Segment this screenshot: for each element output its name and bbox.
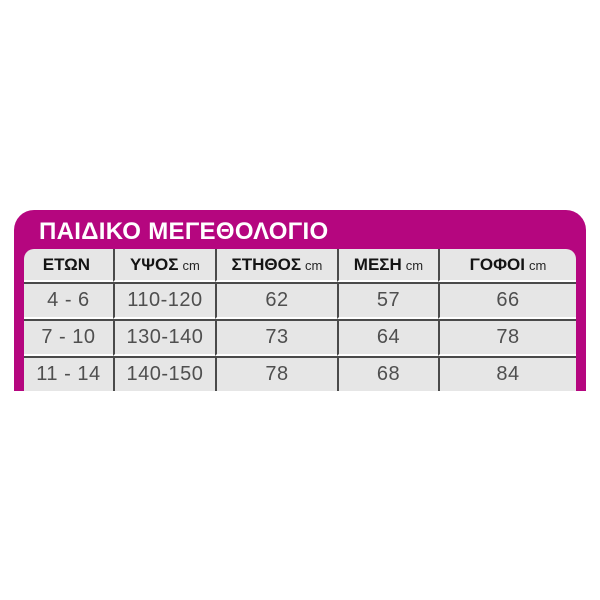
table-row: 11 - 14 140-150 78 68 84 bbox=[24, 356, 576, 391]
header-cell-hips: ΓΟΦΟΙ cm bbox=[437, 249, 576, 282]
table-cell-waist: 68 bbox=[336, 356, 438, 391]
header-unit: cm bbox=[305, 257, 323, 273]
header-unit: cm bbox=[182, 257, 200, 273]
table-cell-waist: 57 bbox=[336, 282, 438, 319]
table-cell-age: 4 - 6 bbox=[24, 282, 113, 319]
table-cell-hips: 66 bbox=[437, 282, 576, 319]
table-cell-height: 130-140 bbox=[112, 319, 215, 356]
table-cell-chest: 62 bbox=[214, 282, 337, 319]
table-cell-age: 11 - 14 bbox=[24, 356, 113, 391]
header-cell-height: ΥΨΟΣ cm bbox=[112, 249, 215, 282]
table-row: 4 - 6 110-120 62 57 66 bbox=[24, 282, 576, 319]
header-cell-chest: ΣΤΗΘΟΣ cm bbox=[214, 249, 337, 282]
header-cell-waist: ΜΕΣΗ cm bbox=[336, 249, 438, 282]
header-label: ΣΤΗΘΟΣ bbox=[231, 254, 302, 274]
header-label: ΓΟΦΟΙ bbox=[469, 254, 525, 274]
size-chart-panel: ΠΑΙΔΙΚΟ ΜΕΓΕΘΟΛΟΓΙΟ ΕΤΩΝ ΥΨΟΣ cm ΣΤΗΘΟΣ cm… bbox=[14, 210, 586, 391]
size-table: ΕΤΩΝ ΥΨΟΣ cm ΣΤΗΘΟΣ cm ΜΕΣΗ cm ΓΟΦΟΙ cm 4 - … bbox=[24, 249, 576, 391]
header-label: ΥΨΟΣ bbox=[129, 254, 179, 274]
header-label: ΕΤΩΝ bbox=[42, 254, 91, 274]
table-cell-chest: 73 bbox=[214, 319, 337, 356]
table-cell-chest: 78 bbox=[214, 356, 337, 391]
table-cell-age: 7 - 10 bbox=[24, 319, 113, 356]
header-unit: cm bbox=[405, 257, 424, 273]
header-unit: cm bbox=[528, 257, 547, 273]
table-cell-hips: 78 bbox=[437, 319, 576, 356]
table-cell-hips: 84 bbox=[437, 356, 576, 391]
table-row: 7 - 10 130-140 73 64 78 bbox=[24, 319, 576, 356]
header-label: ΜΕΣΗ bbox=[353, 254, 402, 274]
page-title: ΠΑΙΔΙΚΟ ΜΕΓΕΘΟΛΟΓΙΟ bbox=[39, 218, 329, 245]
table-header-row: ΕΤΩΝ ΥΨΟΣ cm ΣΤΗΘΟΣ cm ΜΕΣΗ cm ΓΟΦΟΙ cm bbox=[24, 249, 576, 282]
table-cell-height: 110-120 bbox=[112, 282, 215, 319]
table-cell-height: 140-150 bbox=[112, 356, 215, 391]
table-cell-waist: 64 bbox=[336, 319, 438, 356]
header-cell-age: ΕΤΩΝ bbox=[24, 249, 113, 282]
